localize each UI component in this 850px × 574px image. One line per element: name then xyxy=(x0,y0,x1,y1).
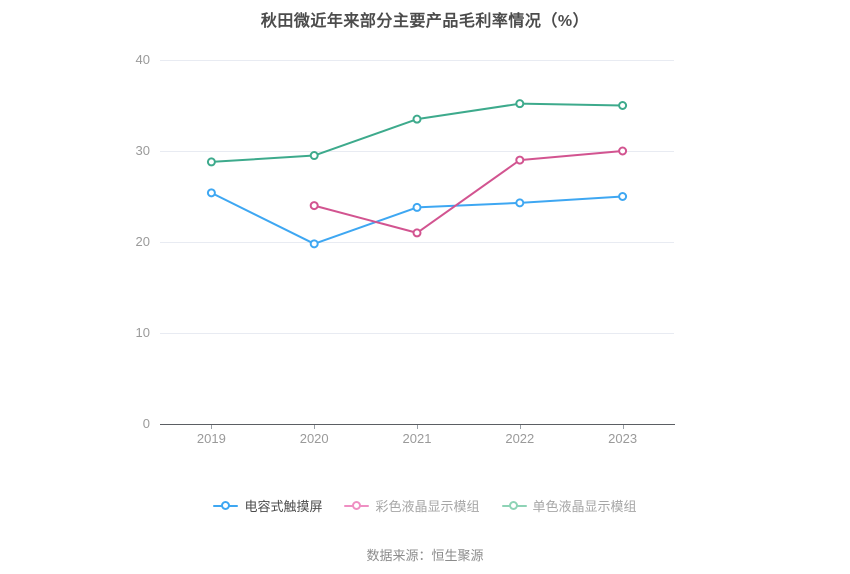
grid-line xyxy=(160,150,674,152)
y-axis: 0 10 20 30 40 xyxy=(0,53,150,431)
legend-label-2: 单色液晶显示模组 xyxy=(532,499,637,514)
data-point[interactable] xyxy=(206,157,216,167)
x-tick-mark xyxy=(211,425,213,429)
x-tick-label: 2021 xyxy=(402,431,432,446)
legend-item-1[interactable]: 彩色液晶显示模组 xyxy=(344,496,480,515)
legend-line-dot-icon xyxy=(344,501,370,510)
data-point[interactable] xyxy=(618,146,628,156)
data-point[interactable] xyxy=(618,192,628,201)
x-tick-mark xyxy=(519,425,521,429)
chart-title: 秋田微近年来部分主要产品毛利率情况（%） xyxy=(260,13,590,30)
y-tick-label: 10 xyxy=(135,325,150,340)
grid-line xyxy=(160,59,674,61)
y-tick-label: 20 xyxy=(135,234,150,249)
x-tick-mark xyxy=(417,425,418,429)
legend-item-0[interactable]: 电容式触摸屏 xyxy=(213,496,322,515)
series-line-1 xyxy=(313,150,623,234)
y-tick-label: 40 xyxy=(135,52,150,67)
x-axis-ticks xyxy=(160,425,674,430)
data-point[interactable] xyxy=(309,239,319,249)
x-tick-mark xyxy=(622,425,624,429)
x-tick-label: 2019 xyxy=(196,431,226,446)
data-point[interactable] xyxy=(515,198,525,208)
plot-area xyxy=(160,59,674,424)
x-axis: 2019 2020 2021 2022 2023 xyxy=(160,431,674,449)
data-point[interactable] xyxy=(412,228,422,238)
data-point[interactable] xyxy=(412,202,422,212)
data-point[interactable] xyxy=(515,155,525,165)
data-point[interactable] xyxy=(206,188,216,198)
x-tick-mark xyxy=(314,425,316,429)
series-line-2 xyxy=(211,102,623,163)
legend-label-0: 电容式触摸屏 xyxy=(244,499,323,514)
grid-line xyxy=(160,241,674,243)
x-tick-label: 2023 xyxy=(608,431,638,446)
data-source: 数据来源：恒生聚源 xyxy=(366,548,484,563)
grid-line xyxy=(160,332,674,334)
legend-item-2[interactable]: 单色液晶显示模组 xyxy=(501,496,637,515)
data-point[interactable] xyxy=(309,201,319,211)
y-tick-label: 0 xyxy=(142,416,150,431)
legend-line-dot-icon xyxy=(501,501,527,510)
x-tick-label: 2022 xyxy=(505,431,535,446)
data-point[interactable] xyxy=(618,101,628,110)
x-tick-label: 2020 xyxy=(299,431,329,446)
data-point[interactable] xyxy=(515,99,525,109)
legend-label-1: 彩色液晶显示模组 xyxy=(375,499,480,514)
y-tick-label: 30 xyxy=(135,143,150,158)
data-point[interactable] xyxy=(412,114,422,124)
plot-canvas xyxy=(206,99,628,249)
legend: 电容式触摸屏 彩色液晶显示模组 单色液晶显示模组 xyxy=(0,496,850,515)
x-axis-line xyxy=(160,424,675,425)
data-point[interactable] xyxy=(309,151,319,161)
legend-line-dot-icon xyxy=(213,501,239,510)
